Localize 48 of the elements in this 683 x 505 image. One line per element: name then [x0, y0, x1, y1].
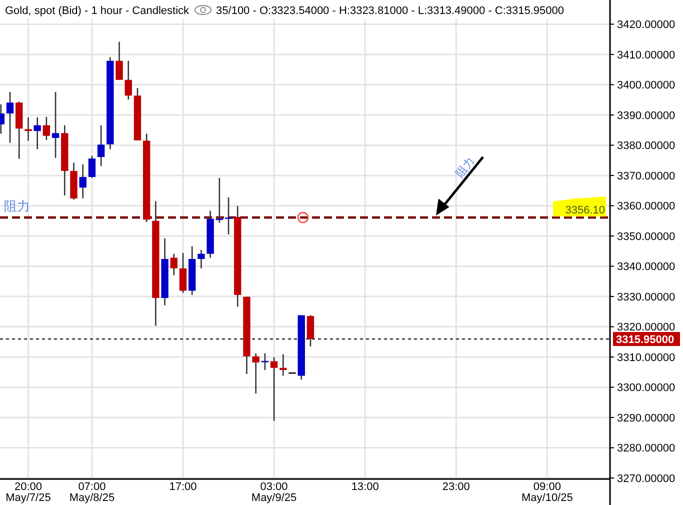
candlestick [116, 41, 123, 81]
x-tick-label: 07:00 May/8/25 [69, 481, 115, 504]
y-tick-label: 3270.00000 [617, 473, 676, 485]
candlestick [216, 177, 224, 224]
text: Gold, spot (Bid) - 1 hour - Candlestick [5, 5, 190, 17]
candlestick [24, 116, 32, 142]
candlestick [88, 155, 96, 179]
annotation: 阻力 [453, 154, 477, 180]
x-tick-label: 03:00 May/9/25 [251, 481, 297, 504]
x-tick-label: 17:00 [169, 481, 197, 493]
candlestick [224, 196, 232, 236]
y-tick-label: 3310.00000 [617, 352, 676, 364]
candlestick [124, 60, 132, 100]
y-tick-label: 3390.00000 [617, 110, 676, 122]
x-tick-label: 20:00 May/7/25 [6, 481, 51, 504]
annotation: 阻力 [4, 198, 30, 214]
candlestick [280, 354, 287, 376]
candlestick [179, 252, 187, 294]
y-tick-label: 3420.00000 [617, 19, 676, 32]
candlestick [42, 116, 50, 141]
y-tick-label: 3380.00000 [617, 140, 676, 152]
y-tick-label: 3280.00000 [617, 442, 676, 455]
y-tick-label: 3350.00000 [617, 230, 676, 243]
x-tick-label: 23:00 [442, 481, 470, 493]
y-tick-label: 3410.00000 [617, 49, 676, 62]
candlestick [6, 91, 14, 144]
text: 35/100 - O:3323.54000 - H:3323.81000 - L:3313.49000 - C:3315.95000 [216, 5, 564, 17]
y-tick-label: 3330.00000 [617, 291, 676, 304]
candlestick [34, 116, 41, 150]
candlestick [79, 164, 86, 200]
candlestick [170, 253, 178, 276]
y-tick-label: 3320.00000 [617, 322, 676, 334]
candlestick [52, 91, 60, 159]
candlestick [306, 314, 314, 348]
candlestick [97, 124, 105, 167]
candlestick [252, 352, 260, 394]
x-tick-label: 09:00 May/10/25 [521, 481, 573, 504]
y-tick-label: 3340.00000 [617, 261, 676, 274]
candlestick [270, 356, 278, 422]
y-tick-label: 3400.00000 [617, 80, 676, 92]
ref-line-label: 3315.95000 [616, 334, 674, 346]
candlestick [198, 249, 205, 269]
y-tick-label: 3290.00000 [617, 412, 676, 424]
y-tick-label: 3360.00000 [617, 200, 676, 213]
y-tick-label: 3300.00000 [617, 382, 676, 394]
x-tick-label: 13:00 [351, 481, 379, 493]
ref-line-label: 3356.10 [565, 204, 605, 217]
y-tick-label: 3370.00000 [617, 170, 676, 182]
